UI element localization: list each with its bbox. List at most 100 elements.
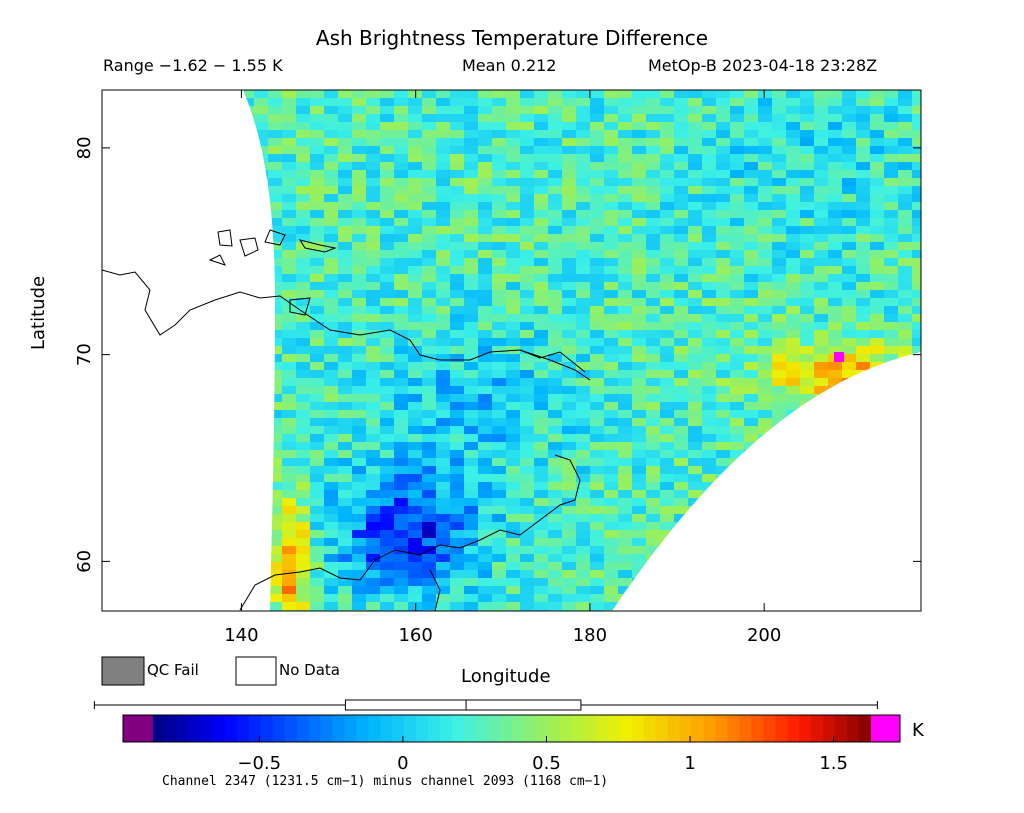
data-cell (534, 418, 549, 427)
data-cell (464, 386, 479, 395)
data-cell (674, 210, 689, 219)
data-cell (450, 106, 465, 115)
data-cell (366, 578, 381, 587)
data-cell (758, 258, 773, 267)
data-cell (310, 90, 325, 99)
data-cell (814, 138, 829, 147)
data-cell (912, 298, 921, 307)
data-cell (548, 570, 563, 579)
data-cell (674, 346, 689, 355)
data-cell (744, 218, 759, 227)
data-cell (380, 330, 395, 339)
data-cell (786, 402, 801, 411)
data-cell (618, 362, 633, 371)
data-cell (562, 570, 577, 579)
data-cell (338, 218, 353, 227)
data-cell (800, 290, 815, 299)
data-cell (716, 314, 731, 323)
data-cell (408, 522, 423, 531)
data-cell (422, 234, 437, 243)
data-cell (898, 298, 913, 307)
data-cell (772, 194, 787, 203)
data-cell (506, 570, 521, 579)
data-cell (716, 266, 731, 275)
data-cell (730, 338, 745, 347)
data-cell (576, 122, 591, 131)
data-cell (310, 226, 325, 235)
data-cell (590, 538, 605, 547)
data-cell (464, 258, 479, 267)
data-cell (380, 282, 395, 291)
data-cell (296, 522, 311, 531)
data-cell (688, 242, 703, 251)
data-cell (492, 594, 507, 603)
data-cell (856, 298, 871, 307)
data-cell (492, 146, 507, 155)
data-cell (422, 362, 437, 371)
data-cell (632, 130, 647, 139)
data-cell (604, 554, 619, 563)
data-cell (870, 258, 885, 267)
data-cell (464, 234, 479, 243)
data-cell (282, 250, 297, 259)
colorbar-segment (703, 715, 717, 742)
data-cell (576, 338, 591, 347)
data-cell (604, 314, 619, 323)
satellite-time-label: MetOp-B 2023-04-18 23:28Z (648, 56, 878, 75)
data-cell (814, 122, 829, 131)
data-cell (506, 162, 521, 171)
data-cell (744, 410, 759, 419)
colorbar-segment (368, 715, 381, 742)
data-cell (534, 202, 549, 211)
data-cell (730, 106, 745, 115)
data-cell (702, 330, 717, 339)
data-cell (772, 314, 787, 323)
data-cell (898, 234, 913, 243)
data-cell (492, 186, 507, 195)
colorbar-segment (308, 715, 322, 742)
data-cell (282, 594, 297, 603)
data-cell (702, 378, 717, 387)
data-cell (282, 546, 297, 555)
data-cell (716, 138, 731, 147)
data-cell (646, 354, 661, 363)
data-cell (436, 274, 451, 283)
data-cell (730, 306, 745, 315)
data-cell (576, 146, 591, 155)
data-cell (422, 322, 437, 331)
data-cell (464, 474, 479, 483)
data-cell (506, 290, 521, 299)
data-cell (352, 122, 367, 131)
data-cell (478, 250, 493, 259)
data-cell (814, 170, 829, 179)
data-cell (660, 386, 675, 395)
colorbar-segment (619, 715, 633, 742)
data-cell (758, 194, 773, 203)
data-cell (856, 362, 871, 371)
colorbar-segment (164, 715, 178, 742)
data-cell (310, 130, 325, 139)
data-cell (646, 378, 661, 387)
data-cell (548, 442, 563, 451)
data-cell (604, 386, 619, 395)
data-cell (380, 546, 395, 555)
data-cell (744, 170, 759, 179)
data-cell (338, 514, 353, 523)
data-cell (828, 258, 843, 267)
data-cell (870, 330, 885, 339)
data-cell (408, 554, 423, 563)
data-cell (604, 498, 619, 507)
data-cell (800, 170, 815, 179)
data-cell (464, 450, 479, 459)
data-cell (422, 138, 437, 147)
data-cell (324, 530, 339, 539)
data-cell (912, 122, 921, 131)
data-cell (534, 362, 549, 371)
data-cell (590, 482, 605, 491)
data-cell (800, 138, 815, 147)
data-cell (520, 410, 535, 419)
data-cell (436, 378, 451, 387)
data-cell (338, 602, 353, 611)
data-cell (688, 282, 703, 291)
data-cell (702, 338, 717, 347)
